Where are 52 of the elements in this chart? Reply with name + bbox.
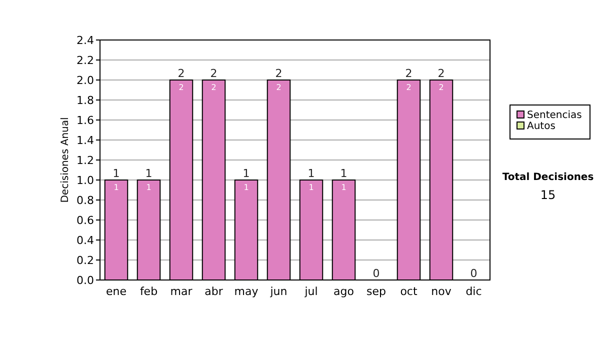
total-label: 1 <box>242 167 250 180</box>
x-tick-label: jun <box>269 285 288 298</box>
data-label: 1 <box>146 183 152 192</box>
y-tick-label: 0.6 <box>76 214 94 227</box>
x-tick-label: ene <box>106 285 127 298</box>
y-tick-label: 2.2 <box>76 54 94 67</box>
total-label: 1 <box>308 167 315 180</box>
y-tick-label: 2.0 <box>76 74 94 87</box>
data-label: 2 <box>406 83 412 92</box>
total-label: 2 <box>438 67 445 80</box>
data-label: 1 <box>341 183 346 192</box>
legend-label: Autos <box>527 121 556 132</box>
total-label: 2 <box>210 67 218 80</box>
data-label: 1 <box>244 183 249 192</box>
data-label: 2 <box>178 83 184 92</box>
text: Total Decisiones <box>502 172 594 183</box>
y-tick-label: 0.2 <box>76 254 94 267</box>
data-label: 2 <box>211 83 216 92</box>
x-tick-label: dic <box>466 285 482 298</box>
text: 15 <box>540 188 556 202</box>
y-tick-label: 1.8 <box>76 94 94 107</box>
y-tick-label: 1.0 <box>76 174 94 187</box>
total-label: 1 <box>112 167 120 180</box>
y-tick-label: 1.6 <box>76 114 94 127</box>
x-tick-label: ago <box>334 285 354 298</box>
total-label: 0 <box>372 267 380 280</box>
x-tick-label: oct <box>400 285 418 298</box>
y-axis-title: Decisiones Anual <box>60 117 71 203</box>
total-label: 0 <box>470 267 478 280</box>
y-tick-label: 0.8 <box>76 194 94 207</box>
x-tick-label: sep <box>366 285 386 298</box>
data-label: 2 <box>438 83 444 92</box>
total-label: 2 <box>405 67 412 80</box>
data-label: 1 <box>114 183 119 192</box>
legend-label: Sentencias <box>527 110 582 121</box>
y-tick-label: 0.0 <box>76 274 94 287</box>
x-tick-label: nov <box>431 285 452 298</box>
x-tick-label: may <box>234 285 259 298</box>
total-label: 1 <box>340 167 348 180</box>
y-tick-label: 1.2 <box>76 154 94 167</box>
data-label: 1 <box>308 183 314 192</box>
x-tick-label: feb <box>140 285 158 298</box>
total-label: 2 <box>178 67 185 80</box>
x-tick-label: jul <box>304 285 318 298</box>
y-tick-label: 1.4 <box>76 134 94 147</box>
data-label: 2 <box>276 83 282 92</box>
x-tick-label: abr <box>204 285 224 298</box>
total-label: 1 <box>145 167 152 180</box>
y-tick-label: 2.4 <box>76 34 94 47</box>
total-label: 2 <box>275 67 282 80</box>
y-tick-label: 0.4 <box>76 234 94 247</box>
x-tick-label: mar <box>170 285 193 298</box>
